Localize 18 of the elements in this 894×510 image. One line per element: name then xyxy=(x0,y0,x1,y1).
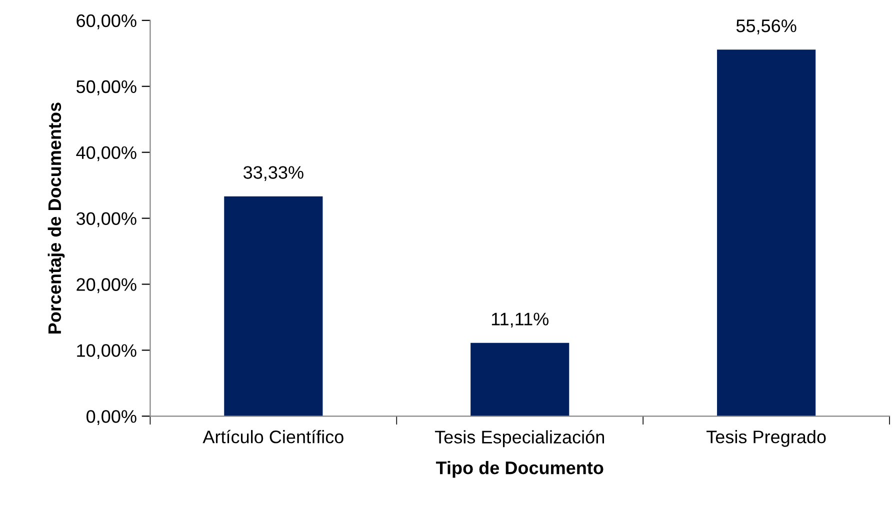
data-label: 11,11% xyxy=(492,312,549,328)
y-tick-label: 0,00% xyxy=(86,410,136,426)
data-label: 33,33% xyxy=(243,166,304,181)
y-tick-label: 20,00% xyxy=(76,278,136,294)
y-tick-label: 30,00% xyxy=(76,212,136,228)
x-tick-label: Tesis Especialización xyxy=(434,430,604,448)
y-tick-label: 50,00% xyxy=(76,80,136,96)
y-tick-label: 40,00% xyxy=(76,146,136,162)
x-tick-label: Artículo Científico xyxy=(202,430,344,444)
bar xyxy=(224,196,323,416)
bar xyxy=(470,342,570,416)
y-tick-label: 60,00% xyxy=(76,14,136,30)
x-axis-title: Tipo de Documento xyxy=(436,460,604,478)
x-tick-label: Tesis Pregrado xyxy=(706,430,826,447)
y-axis-title: Porcentaje de Documentos xyxy=(48,102,65,334)
bar xyxy=(717,50,816,416)
data-label: 55,56% xyxy=(736,19,796,34)
y-tick-label: 10,00% xyxy=(77,344,136,360)
